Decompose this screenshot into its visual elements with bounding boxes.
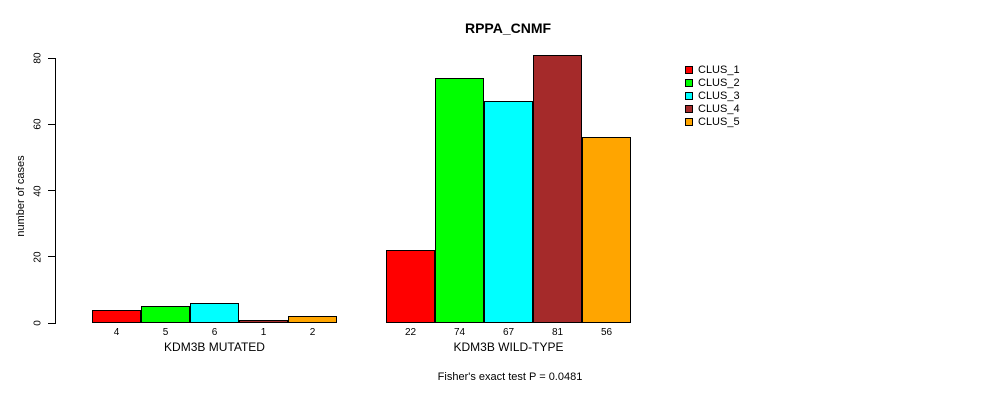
- bar-value-label: 4: [113, 327, 120, 338]
- chart-title: RPPA_CNMF: [464, 20, 552, 36]
- bar-clus_1: [386, 250, 435, 323]
- y-axis-tick-label: 0: [32, 320, 43, 326]
- legend-item-label: CLUS_4: [698, 102, 740, 115]
- bar-clus_4: [239, 320, 288, 323]
- bar-value-label: 74: [453, 327, 466, 338]
- bar-value-label: 81: [551, 327, 564, 338]
- legend-item: CLUS_5: [685, 115, 740, 128]
- y-axis-tick: [48, 190, 55, 191]
- bar-clus_3: [190, 303, 239, 323]
- bar-value-label: 2: [309, 327, 316, 338]
- bar-value-label: 1: [260, 327, 267, 338]
- legend-item-label: CLUS_3: [698, 89, 740, 102]
- legend-item-label: CLUS_5: [698, 115, 740, 128]
- y-axis-tick: [48, 57, 55, 59]
- bar-value-label: 22: [404, 327, 417, 338]
- bar-clus_5: [582, 137, 631, 323]
- y-axis-tick: [48, 322, 55, 324]
- legend-item-label: CLUS_2: [698, 76, 740, 89]
- y-axis-tick-label: 40: [32, 184, 43, 197]
- bar-clus_5: [288, 316, 337, 323]
- y-axis-tick: [48, 123, 55, 125]
- y-axis-tick-label: 60: [32, 118, 43, 130]
- legend: CLUS_1 CLUS_2 CLUS_3 CLUS_4 CLUS_5: [685, 63, 740, 128]
- legend-color-swatch: [685, 117, 693, 126]
- bar-clus_3: [484, 101, 533, 323]
- legend-color-swatch: [685, 104, 693, 113]
- bar-clus_4: [533, 55, 582, 323]
- y-axis-line: [55, 58, 56, 324]
- x-axis-group-label: KDM3B WILD-TYPE: [453, 340, 564, 354]
- bar-value-label: 5: [162, 327, 169, 338]
- legend-item-label: CLUS_1: [698, 63, 740, 76]
- bar-clus_2: [435, 78, 484, 323]
- bar-clus_1: [92, 310, 141, 323]
- y-axis-tick-label: 80: [32, 52, 43, 64]
- fisher-test-note: Fisher's exact test P = 0.0481: [437, 371, 583, 383]
- legend-color-swatch: [685, 78, 693, 87]
- legend-color-swatch: [685, 65, 693, 74]
- bar-value-label: 67: [502, 327, 515, 338]
- y-axis-tick-label: 20: [32, 251, 43, 263]
- y-axis-tick: [48, 256, 55, 258]
- bar-value-label: 6: [211, 327, 218, 338]
- legend-item: CLUS_3: [685, 89, 740, 102]
- legend-color-swatch: [685, 91, 693, 100]
- bar-value-label: 56: [600, 327, 613, 338]
- legend-item: CLUS_2: [685, 76, 740, 89]
- x-axis-group-label: KDM3B MUTATED: [164, 340, 265, 354]
- legend-item: CLUS_1: [685, 63, 740, 76]
- legend-item: CLUS_4: [685, 102, 740, 115]
- bar-clus_2: [141, 306, 190, 323]
